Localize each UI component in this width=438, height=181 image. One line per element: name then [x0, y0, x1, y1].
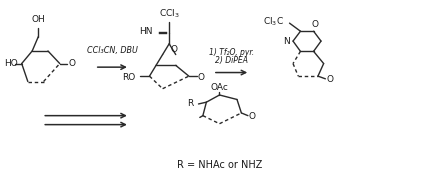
- Text: R = NHAc or NHZ: R = NHAc or NHZ: [177, 159, 261, 170]
- Text: RO: RO: [122, 73, 135, 81]
- Text: OH: OH: [32, 15, 45, 24]
- Text: HN: HN: [139, 28, 152, 36]
- Text: O: O: [170, 45, 177, 54]
- Text: CCl₃CN, DBU: CCl₃CN, DBU: [87, 47, 138, 55]
- Text: CCl$_3$: CCl$_3$: [159, 7, 179, 20]
- Text: O: O: [248, 111, 255, 121]
- Text: O: O: [68, 59, 75, 68]
- Text: N: N: [282, 37, 289, 46]
- Text: O: O: [311, 20, 318, 29]
- Text: R: R: [187, 99, 193, 108]
- Text: HO: HO: [4, 59, 18, 68]
- Text: 2) DiPEA: 2) DiPEA: [215, 56, 247, 65]
- Text: O: O: [197, 73, 204, 81]
- Text: OAc: OAc: [210, 83, 228, 92]
- Text: Cl$_3$C: Cl$_3$C: [263, 16, 284, 28]
- Text: O: O: [326, 75, 333, 84]
- Text: 1) Tf₂O, pyr.: 1) Tf₂O, pyr.: [209, 48, 254, 57]
